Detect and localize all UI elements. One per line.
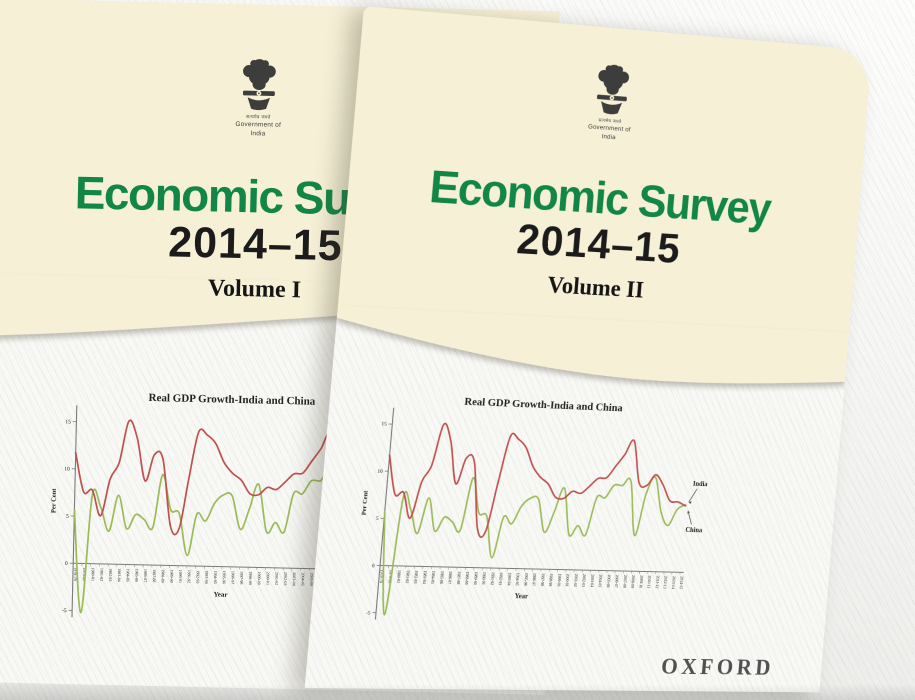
svg-text:5: 5	[66, 514, 69, 520]
svg-text:1985-86: 1985-86	[134, 569, 139, 582]
svg-text:1984-85: 1984-85	[125, 568, 130, 581]
india-emblem-icon: सत्यमेव जयते Government of India	[581, 60, 642, 144]
publisher-logo: OXFORD	[625, 654, 809, 681]
svg-text:1986-87: 1986-87	[447, 571, 453, 584]
svg-text:1996-97: 1996-97	[532, 573, 538, 586]
svg-text:1997-98: 1997-98	[540, 573, 546, 586]
cover-volume-2: सत्यमेव जयते Government of India Economi…	[305, 6, 872, 692]
svg-text:1986-87: 1986-87	[143, 569, 148, 582]
svg-text:1987-88: 1987-88	[152, 569, 157, 582]
gdp-chart-volume-2: Real GDP Growth-India and China Per Cent 1…	[345, 381, 745, 632]
svg-text:1996-97: 1996-97	[230, 571, 235, 584]
svg-text:1990-91: 1990-91	[481, 572, 487, 585]
emblem-caption: Government of India	[581, 122, 637, 144]
svg-text:1998-99: 1998-99	[248, 571, 253, 584]
svg-text:1992-93: 1992-93	[498, 572, 504, 585]
svg-text:2004-05: 2004-05	[598, 574, 604, 587]
svg-text:2008-09: 2008-09	[630, 575, 636, 588]
svg-text:2005-06: 2005-06	[606, 575, 612, 588]
product-image-background: सत्यमेव जयते Government of India Economi…	[0, 0, 915, 700]
svg-text:10: 10	[377, 469, 383, 475]
svg-text:1989-90: 1989-90	[473, 572, 479, 585]
svg-text:Year: Year	[514, 592, 528, 600]
svg-text:10: 10	[64, 466, 70, 472]
svg-text:2003-04: 2003-04	[589, 574, 595, 587]
svg-text:2001-02: 2001-02	[274, 572, 279, 585]
svg-text:1995-96: 1995-96	[222, 571, 227, 584]
svg-text:1999-00: 1999-00	[556, 573, 562, 586]
svg-text:1980-81: 1980-81	[396, 570, 402, 583]
svg-text:1981-82: 1981-82	[99, 568, 104, 581]
svg-text:1994-95: 1994-95	[213, 570, 218, 583]
svg-text:1988-89: 1988-89	[464, 571, 470, 584]
svg-text:2004-05: 2004-05	[300, 572, 305, 585]
svg-text:1983-84: 1983-84	[422, 570, 428, 583]
svg-text:1993-94: 1993-94	[506, 572, 512, 585]
svg-text:2006-07: 2006-07	[614, 575, 620, 588]
svg-text:1984-85: 1984-85	[430, 571, 436, 584]
svg-text:China: China	[685, 526, 703, 534]
india-emblem-icon: सत्यमेव जयते Government of India	[229, 56, 289, 139]
svg-text:Real GDP Growth-India and Chin: Real GDP Growth-India and China	[464, 396, 624, 414]
svg-text:1999-00: 1999-00	[257, 571, 262, 584]
svg-text:2000-01: 2000-01	[265, 572, 270, 585]
svg-text:2003-04: 2003-04	[292, 572, 297, 585]
svg-text:1990-91: 1990-91	[178, 570, 183, 583]
emblem-caption: Government of India	[229, 120, 287, 139]
svg-text:Per Cent: Per Cent	[50, 488, 58, 514]
svg-text:2001-02: 2001-02	[573, 574, 579, 587]
cover2-masthead: सत्यमेव जयते Government of India Economi…	[323, 6, 872, 315]
svg-text:2000-01: 2000-01	[565, 574, 571, 587]
svg-text:1987-88: 1987-88	[456, 571, 462, 584]
svg-text:2013-14: 2013-14	[671, 576, 677, 589]
svg-text:1991-92: 1991-92	[187, 570, 192, 583]
svg-text:2012-13: 2012-13	[663, 576, 669, 589]
svg-text:1992-93: 1992-93	[195, 570, 200, 583]
svg-text:2014-15: 2014-15	[679, 576, 685, 589]
svg-text:Year: Year	[213, 590, 227, 598]
svg-text:1981-82: 1981-82	[405, 570, 411, 583]
svg-text:-5: -5	[62, 608, 67, 614]
svg-text:2002-03: 2002-03	[581, 574, 587, 587]
svg-text:1994-95: 1994-95	[515, 573, 521, 586]
svg-text:1989-90: 1989-90	[169, 569, 174, 582]
svg-text:1980-81: 1980-81	[91, 568, 96, 581]
svg-text:1985-86: 1985-86	[439, 571, 445, 584]
svg-text:5: 5	[376, 516, 379, 522]
svg-text:2011-12: 2011-12	[655, 576, 661, 589]
svg-text:0: 0	[65, 561, 68, 567]
svg-text:1993-94: 1993-94	[204, 570, 209, 583]
svg-text:2007-08: 2007-08	[622, 575, 628, 588]
svg-text:-5: -5	[366, 610, 371, 616]
svg-text:15: 15	[381, 422, 387, 428]
svg-text:1983-84: 1983-84	[117, 568, 122, 581]
svg-text:2002-03: 2002-03	[283, 572, 288, 585]
svg-text:India: India	[693, 480, 709, 488]
svg-text:15: 15	[65, 419, 71, 425]
svg-text:Real GDP Growth-India and Chin: Real GDP Growth-India and China	[148, 392, 315, 408]
svg-text:Per Cent: Per Cent	[361, 490, 370, 516]
svg-text:1982-83: 1982-83	[108, 568, 113, 581]
svg-text:2009-10: 2009-10	[638, 575, 644, 588]
svg-text:1991-92: 1991-92	[490, 572, 496, 585]
svg-text:2010-11: 2010-11	[647, 575, 653, 588]
bottom-edge-shade	[0, 684, 915, 700]
svg-text:1998-99: 1998-99	[548, 573, 554, 586]
svg-text:1988-89: 1988-89	[160, 569, 165, 582]
svg-text:1997-98: 1997-98	[239, 571, 244, 584]
svg-text:0: 0	[372, 563, 375, 569]
svg-text:1982-83: 1982-83	[413, 570, 419, 583]
svg-text:1995-96: 1995-96	[523, 573, 529, 586]
